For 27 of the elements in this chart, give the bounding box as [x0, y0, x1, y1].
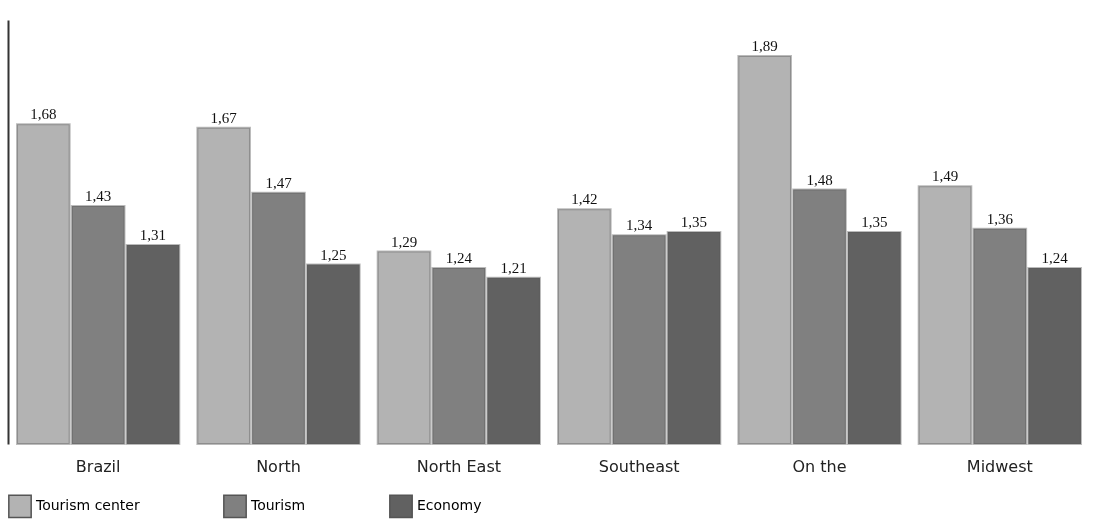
- data-label: 1,68: [30, 106, 57, 123]
- data-label: 1,89: [751, 37, 778, 54]
- data-label: 1,35: [680, 214, 708, 230]
- data-label: 1,29: [390, 233, 418, 250]
- data-label: 1,43: [85, 187, 112, 204]
- data-label: 1,48: [806, 171, 833, 188]
- data-label: 1,25: [320, 246, 347, 263]
- x-tick-label: Midwest: [966, 456, 1033, 476]
- data-label: 1,47: [265, 174, 293, 191]
- x-tick-label: North: [256, 456, 301, 476]
- data-label: 1,35: [861, 214, 888, 230]
- legend-label: Tourism: [250, 497, 306, 514]
- data-label: 1,36: [986, 210, 1014, 227]
- data-label: 1,24: [445, 249, 473, 266]
- data-label: 1,34: [626, 217, 653, 234]
- data-label: 1,24: [1041, 249, 1069, 266]
- data-label: 1,42: [571, 191, 598, 208]
- x-tick-label: Brazil: [75, 456, 121, 476]
- data-label: 1,49: [931, 168, 959, 185]
- x-tick-label: On the: [792, 456, 847, 476]
- data-label: 1,31: [139, 227, 167, 244]
- data-label: 1,67: [210, 109, 238, 126]
- x-tick-label: North East: [416, 456, 502, 476]
- data-label: 1,21: [500, 259, 527, 276]
- legend-label: Economy: [417, 497, 482, 514]
- x-tick-label: Southeast: [598, 456, 680, 476]
- legend-label: Tourism center: [35, 497, 140, 514]
